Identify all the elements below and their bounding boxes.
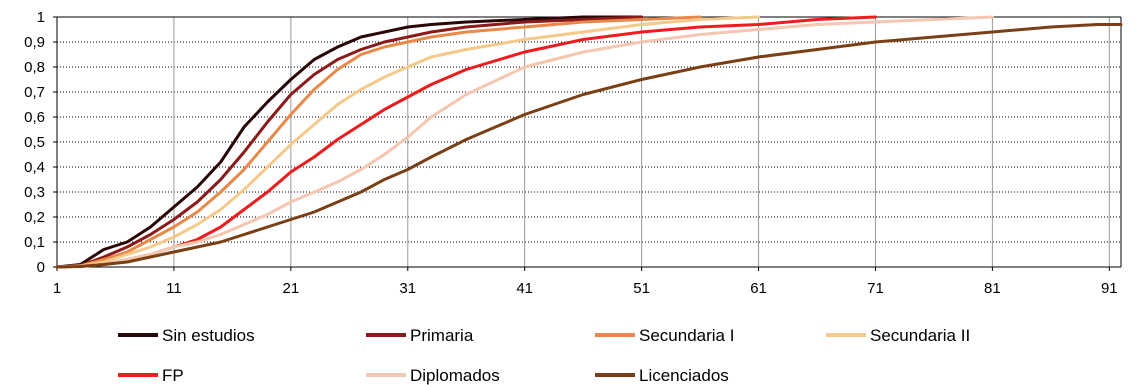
x-tick-label: 41 [516, 280, 533, 297]
y-tick-label: 0,5 [24, 134, 45, 151]
legend-item: Secundaria I [595, 326, 734, 345]
x-tick-label: 31 [399, 280, 416, 297]
y-tick-labels: 0 0,1 0,2 0,3 0,4 0,5 0,6 0,7 0,8 0,9 1 [24, 9, 45, 276]
y-tick-label: 0,3 [24, 184, 45, 201]
y-tick-label: 0,8 [24, 59, 45, 76]
series-line-secundaria-i [55, 15, 702, 269]
y-tick-label: 0,7 [24, 84, 45, 101]
y-tick-label: 0 [37, 259, 45, 276]
x-tick-label: 21 [283, 280, 300, 297]
series-line-diplomados [55, 15, 994, 269]
series-line-fp [55, 15, 877, 269]
series-line-licenciados [55, 23, 1123, 269]
x-tick-label: 91 [1101, 280, 1118, 297]
legend-label: FP [162, 366, 184, 385]
legend-item: Primaria [366, 326, 474, 345]
x-tick-label: 61 [750, 280, 767, 297]
y-tick-label: 0,1 [24, 234, 45, 251]
y-tick-label: 0,2 [24, 209, 45, 226]
legend-label: Sin estudios [162, 326, 255, 345]
legend-item: Diplomados [366, 366, 500, 385]
legend-label: Secundaria I [639, 326, 734, 345]
y-tick-label: 0,4 [24, 159, 45, 176]
series-line-secundaria-ii [55, 15, 760, 269]
x-tick-labels: 1 11 21 31 41 51 61 71 81 91 [53, 280, 1118, 297]
series-lines [55, 15, 1123, 269]
x-tick-label: 71 [867, 280, 884, 297]
y-tick-label: 0,6 [24, 109, 45, 126]
legend: Sin estudios Primaria Secundaria I Secundar… [118, 326, 970, 385]
legend-label: Secundaria II [870, 326, 970, 345]
legend-item: Sin estudios [118, 326, 255, 345]
series-line-primaria [55, 15, 644, 269]
axes [53, 16, 1122, 271]
x-tick-label: 81 [984, 280, 1001, 297]
y-tick-label: 0,9 [24, 34, 45, 51]
series-line-sin-estudios [55, 15, 644, 269]
legend-item: FP [118, 366, 184, 385]
y-tick-label: 1 [37, 9, 45, 26]
legend-item: Secundaria II [826, 326, 970, 345]
legend-label: Licenciados [639, 366, 729, 385]
legend-label: Primaria [410, 326, 474, 345]
x-tick-label: 1 [53, 280, 61, 297]
x-tick-label: 11 [166, 280, 182, 297]
legend-item: Licenciados [595, 366, 729, 385]
legend-label: Diplomados [410, 366, 500, 385]
x-tick-label: 51 [633, 280, 650, 297]
